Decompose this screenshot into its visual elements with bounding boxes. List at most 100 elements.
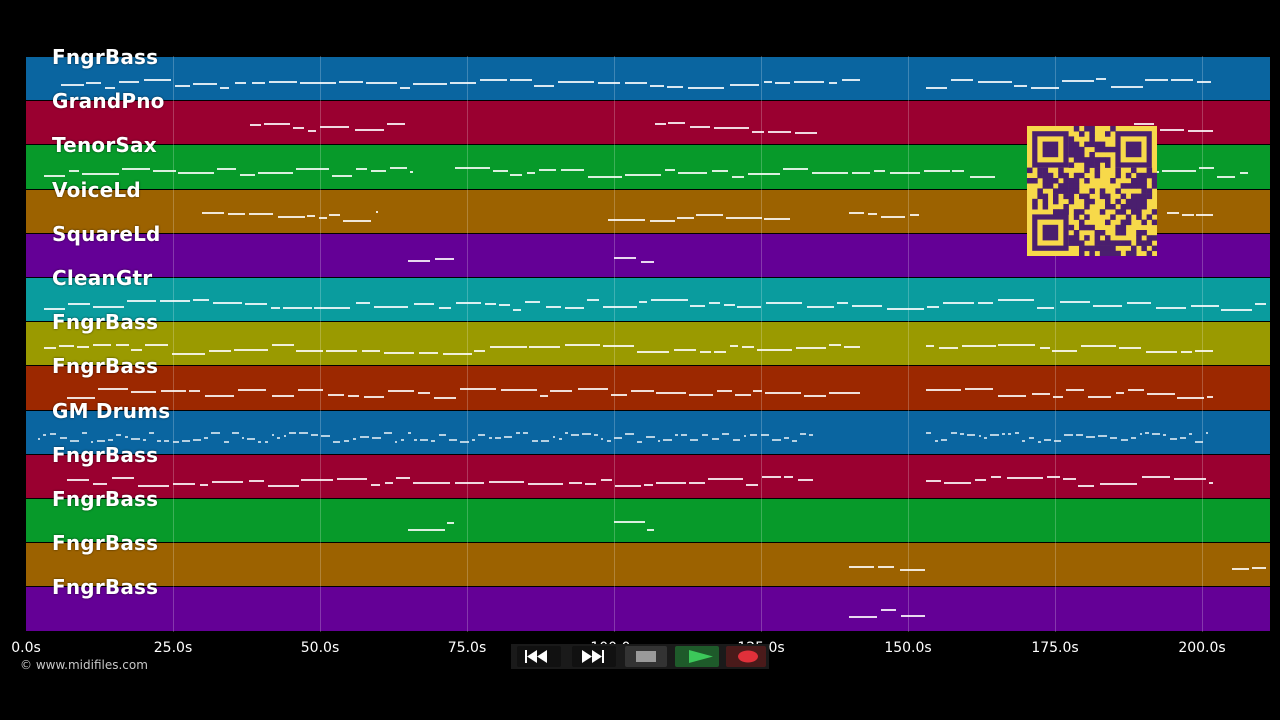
midi-note bbox=[115, 343, 129, 346]
midi-note bbox=[743, 435, 747, 438]
play-button[interactable] bbox=[675, 646, 719, 667]
record-icon bbox=[738, 650, 758, 663]
midi-note bbox=[577, 388, 608, 391]
midi-note bbox=[1208, 482, 1214, 485]
midi-note bbox=[1142, 476, 1171, 479]
midi-note bbox=[849, 615, 877, 618]
midi-note bbox=[1014, 85, 1027, 88]
midi-note bbox=[478, 433, 486, 436]
midi-note bbox=[1127, 301, 1152, 304]
midi-note bbox=[356, 168, 367, 171]
fast-forward-button[interactable] bbox=[572, 646, 616, 667]
midi-note bbox=[193, 299, 210, 301]
midi-note bbox=[952, 170, 965, 173]
midi-note bbox=[757, 348, 792, 351]
midi-note bbox=[1130, 436, 1137, 439]
track-lane bbox=[26, 543, 1270, 587]
midi-note bbox=[732, 439, 741, 442]
midi-note bbox=[867, 213, 878, 216]
record-button[interactable] bbox=[726, 646, 766, 667]
midi-note bbox=[1146, 351, 1177, 354]
midi-note bbox=[878, 566, 895, 569]
midi-note bbox=[650, 219, 675, 222]
midi-note bbox=[234, 82, 247, 85]
midi-note bbox=[251, 82, 266, 85]
midi-note bbox=[359, 435, 369, 438]
midi-note bbox=[314, 306, 351, 309]
midi-note bbox=[219, 87, 230, 90]
midi-note bbox=[43, 346, 56, 349]
midi-note bbox=[175, 84, 191, 87]
midi-note bbox=[764, 217, 790, 220]
midi-note bbox=[420, 438, 428, 441]
midi-note bbox=[745, 484, 759, 487]
midi-note bbox=[657, 440, 661, 443]
midi-note bbox=[690, 438, 699, 441]
time-tick-label: 150.0s bbox=[884, 640, 932, 656]
midi-note bbox=[939, 347, 958, 350]
midi-note bbox=[460, 387, 496, 390]
midi-note bbox=[1014, 432, 1019, 435]
time-tick-label: 50.0s bbox=[300, 640, 340, 656]
midi-note bbox=[387, 389, 414, 392]
midi-note bbox=[1182, 213, 1194, 216]
midi-note bbox=[525, 301, 541, 304]
midi-note bbox=[690, 304, 705, 307]
midi-note bbox=[208, 349, 232, 352]
midi-note bbox=[1086, 436, 1096, 439]
midi-note bbox=[700, 350, 712, 353]
midi-note bbox=[124, 435, 129, 438]
rewind-button[interactable] bbox=[517, 646, 561, 667]
midi-note bbox=[1116, 391, 1125, 394]
midi-note bbox=[717, 389, 732, 392]
midi-note bbox=[122, 168, 150, 171]
midi-note bbox=[1037, 307, 1055, 310]
midi-note bbox=[881, 215, 905, 218]
midi-note bbox=[161, 390, 186, 393]
midi-note bbox=[407, 431, 411, 434]
midi-note bbox=[159, 299, 190, 302]
midi-note bbox=[258, 441, 262, 444]
stop-icon bbox=[636, 651, 656, 662]
midi-note bbox=[172, 352, 205, 355]
midi-note bbox=[736, 306, 762, 309]
midi-note bbox=[800, 432, 806, 435]
stop-button[interactable] bbox=[625, 646, 667, 667]
midi-note bbox=[624, 432, 634, 435]
midi-note bbox=[1170, 78, 1194, 81]
midi-note bbox=[307, 215, 316, 218]
midi-note bbox=[172, 440, 179, 443]
midi-note bbox=[849, 211, 865, 214]
midi-note bbox=[748, 173, 780, 176]
midi-note bbox=[765, 302, 802, 305]
midi-note bbox=[366, 81, 397, 84]
midi-note bbox=[829, 81, 838, 84]
midi-note bbox=[950, 432, 957, 435]
midi-note bbox=[795, 346, 826, 349]
midi-note bbox=[1096, 78, 1107, 81]
midi-note bbox=[925, 388, 961, 391]
midi-note bbox=[396, 476, 411, 479]
midi-note bbox=[656, 481, 687, 484]
midi-note bbox=[1002, 433, 1006, 436]
midi-note bbox=[550, 390, 573, 393]
play-icon bbox=[689, 650, 713, 663]
midi-note bbox=[352, 437, 357, 440]
midi-note bbox=[829, 344, 841, 347]
midi-note bbox=[182, 440, 190, 443]
midi-note bbox=[96, 439, 105, 442]
midi-note bbox=[772, 439, 781, 442]
midi-note bbox=[325, 350, 357, 353]
midi-note bbox=[43, 434, 47, 437]
midi-note bbox=[784, 436, 790, 439]
midi-note bbox=[354, 128, 384, 131]
midi-note bbox=[851, 171, 870, 174]
midi-note bbox=[925, 86, 948, 89]
midi-note bbox=[545, 306, 561, 309]
midi-note bbox=[178, 171, 215, 174]
midi-note bbox=[1206, 431, 1209, 434]
midi-note bbox=[1031, 392, 1050, 395]
midi-note bbox=[1191, 304, 1220, 307]
midi-note bbox=[156, 440, 161, 443]
midi-note bbox=[333, 440, 341, 443]
